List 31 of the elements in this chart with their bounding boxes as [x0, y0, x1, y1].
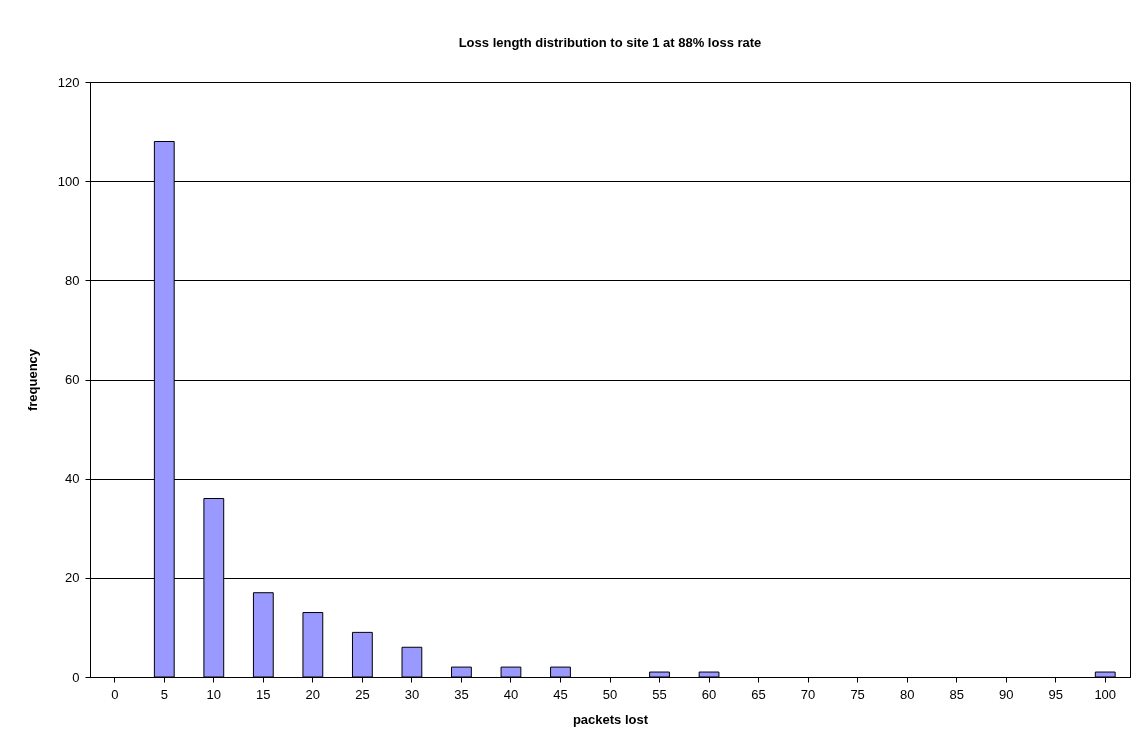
x-tick-label: 15 [256, 686, 271, 702]
x-tick-label: 50 [602, 686, 618, 702]
y-tick-label: 80 [65, 272, 80, 288]
x-tick-label: 35 [454, 686, 469, 702]
x-tick-label: 80 [899, 686, 915, 702]
x-tick-label: 5 [160, 686, 168, 702]
x-tick-label: 55 [652, 686, 667, 702]
x-tick-label: 100 [1094, 686, 1117, 702]
x-tick-label: 90 [998, 686, 1014, 702]
y-tick-label: 60 [65, 372, 80, 387]
y-tick-label: 20 [65, 570, 80, 586]
y-tick-label: 40 [65, 471, 80, 487]
x-tick-label: 85 [949, 686, 964, 702]
y-tick-label: 0 [72, 669, 80, 685]
x-tick-label: 30 [404, 686, 420, 702]
chart-title: Loss length distribution to site 1 at 88% loss rate [458, 35, 762, 50]
x-tick-label: 45 [553, 686, 568, 702]
x-tick-label: 70 [800, 686, 816, 702]
y-axis-title: frequency [24, 348, 40, 412]
x-tick-label: 10 [206, 686, 222, 702]
x-tick-label: 40 [503, 686, 519, 702]
x-tick-label: 95 [1048, 686, 1063, 702]
x-tick-label: 20 [305, 686, 321, 702]
x-axis-title: packets lost [572, 711, 649, 727]
x-tick-label: 0 [111, 686, 119, 702]
x-tick-label: 75 [850, 686, 865, 702]
y-tick-label: 100 [57, 173, 80, 189]
x-tick-label: 65 [751, 686, 766, 702]
x-tick-label: 25 [355, 686, 370, 702]
x-tick-label: 60 [701, 686, 717, 702]
y-tick-label: 120 [57, 74, 80, 90]
